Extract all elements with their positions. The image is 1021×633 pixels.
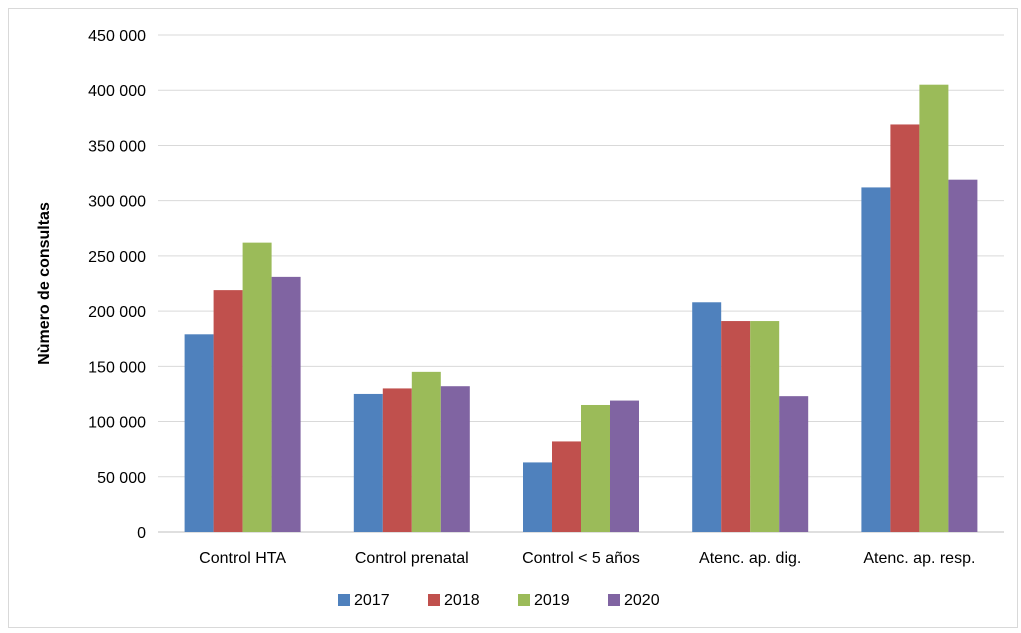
x-tick-label: Atenc. ap. resp.	[863, 550, 975, 567]
bar-2019-0	[242, 242, 272, 532]
bar-2019-2	[581, 404, 610, 532]
y-tick-label: 350 000	[88, 138, 146, 155]
y-axis-label: Nùmero de consultas	[36, 202, 53, 365]
bar-2018-3	[721, 321, 751, 532]
bar-2020-3	[779, 396, 809, 532]
y-tick-label: 400 000	[88, 83, 146, 100]
bar-2020-0	[271, 276, 301, 532]
bar-2020-1	[440, 386, 470, 532]
x-tick-label: Control prenatal	[355, 550, 469, 567]
x-tick-label: Control HTA	[199, 550, 286, 567]
bar-2017-4	[861, 187, 891, 532]
bar-2017-0	[184, 334, 214, 532]
legend-swatch-2019	[518, 594, 530, 606]
bar-2017-3	[692, 302, 722, 532]
y-axis-ticks: 0 50 000 100 000 150 000 200 000 250 000 300 0…	[88, 28, 146, 542]
x-tick-label: Atenc. ap. dig.	[699, 550, 801, 567]
bar-2019-3	[750, 321, 780, 532]
y-tick-label: 0	[137, 525, 146, 542]
chart-frame	[8, 8, 1018, 628]
legend-label-2017: 2017	[354, 592, 390, 609]
bar-2018-2	[552, 441, 581, 532]
legend-swatch-2018	[428, 594, 440, 606]
legend-label-2019: 2019	[534, 592, 570, 609]
y-tick-label: 200 000	[88, 304, 146, 321]
legend: 2017 2018 2019 2020	[338, 592, 660, 609]
bars	[184, 84, 978, 533]
legend-label-2020: 2020	[624, 592, 660, 609]
y-tick-label: 250 000	[88, 249, 146, 266]
bar-2018-1	[382, 388, 412, 532]
bar-2020-4	[948, 179, 978, 532]
bar-2019-1	[411, 371, 441, 532]
bar-2018-4	[890, 124, 920, 533]
bar-2017-1	[353, 393, 383, 532]
legend-swatch-2017	[338, 594, 350, 606]
bar-2018-0	[213, 290, 243, 532]
y-tick-label: 450 000	[88, 28, 146, 45]
legend-label-2018: 2018	[444, 592, 480, 609]
y-tick-label: 300 000	[88, 194, 146, 211]
x-tick-label: Control < 5 años	[522, 550, 640, 567]
y-tick-label: 100 000	[88, 415, 146, 432]
legend-swatch-2020	[608, 594, 620, 606]
y-tick-label: 150 000	[88, 359, 146, 376]
x-axis-ticks: Control HTA Control prenatal Control < 5 a…	[199, 550, 975, 567]
bar-2020-2	[610, 400, 639, 532]
bar-2019-4	[919, 84, 949, 532]
bar-2017-2	[523, 462, 552, 532]
y-tick-label: 50 000	[97, 470, 146, 487]
